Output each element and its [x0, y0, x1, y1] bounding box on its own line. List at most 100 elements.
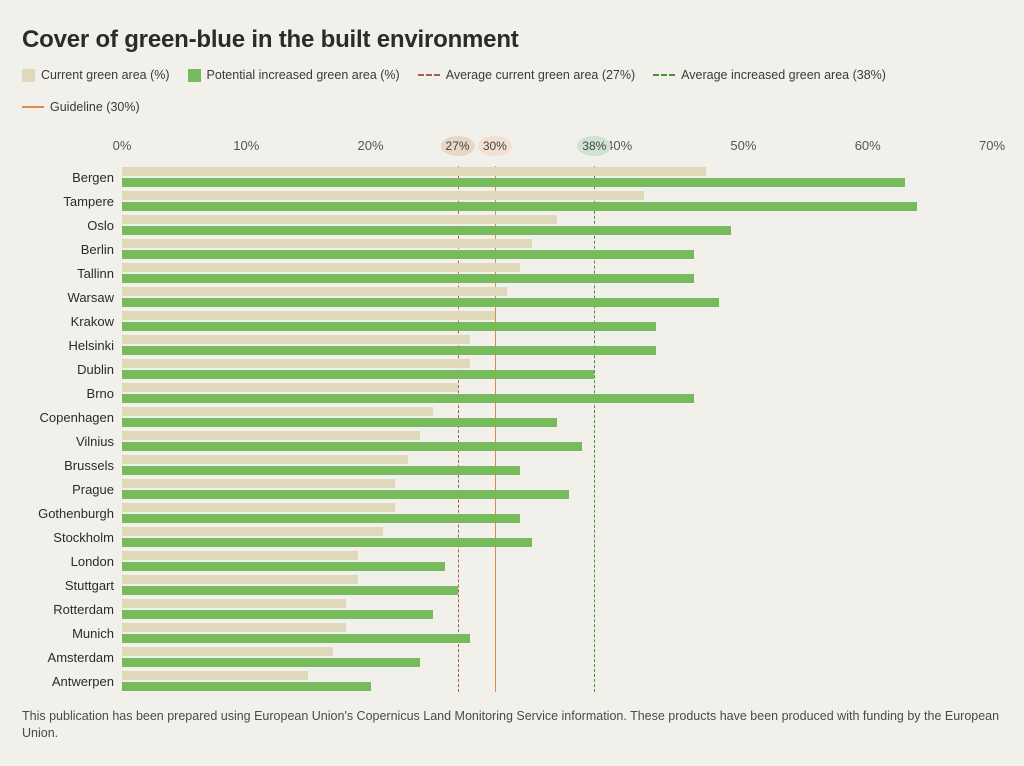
bars-cell — [122, 262, 1002, 284]
chart-container: Cover of green-blue in the built environ… — [0, 0, 1024, 766]
bars-cell — [122, 286, 1002, 308]
swatch-avg-current-line — [418, 74, 440, 76]
bar-current — [122, 527, 383, 536]
bars-cell — [122, 406, 1002, 428]
city-label: Brno — [22, 386, 122, 401]
x-tick-label: 0% — [113, 138, 132, 153]
city-label: Berlin — [22, 242, 122, 257]
bar-current — [122, 239, 532, 248]
chart-row: Vilnius — [22, 430, 1002, 452]
x-tick-label: 10% — [233, 138, 259, 153]
swatch-current — [22, 69, 35, 82]
bars-cell — [122, 622, 1002, 644]
chart-row: Warsaw — [22, 286, 1002, 308]
bar-potential — [122, 226, 731, 235]
bars-cell — [122, 214, 1002, 236]
bar-potential — [122, 298, 719, 307]
bars-cell — [122, 598, 1002, 620]
city-label: Tallinn — [22, 266, 122, 281]
city-label: Krakow — [22, 314, 122, 329]
chart-row: Berlin — [22, 238, 1002, 260]
chart-row: Stuttgart — [22, 574, 1002, 596]
bar-current — [122, 671, 308, 680]
swatch-avg-increased-line — [653, 74, 675, 76]
chart-row: Oslo — [22, 214, 1002, 236]
bar-current — [122, 287, 507, 296]
bars-cell — [122, 454, 1002, 476]
bars-cell — [122, 550, 1002, 572]
city-label: Vilnius — [22, 434, 122, 449]
bar-potential — [122, 322, 656, 331]
bars-cell — [122, 190, 1002, 212]
legend: Current green area (%) Potential increas… — [22, 68, 1002, 114]
chart-row: Stockholm — [22, 526, 1002, 548]
bar-potential — [122, 634, 470, 643]
bar-potential — [122, 514, 520, 523]
city-label: Rotterdam — [22, 602, 122, 617]
bars-cell — [122, 502, 1002, 524]
bars-cell — [122, 358, 1002, 380]
chart-row: Helsinki — [22, 334, 1002, 356]
bars-cell — [122, 574, 1002, 596]
chart-row: Bergen — [22, 166, 1002, 188]
bars-cell — [122, 670, 1002, 692]
legend-label-potential: Potential increased green area (%) — [207, 68, 400, 82]
bar-potential — [122, 250, 694, 259]
legend-item-potential: Potential increased green area (%) — [188, 68, 400, 82]
chart-row: Prague — [22, 478, 1002, 500]
reference-badge: 30% — [478, 136, 512, 156]
bar-potential — [122, 274, 694, 283]
bars-cell — [122, 238, 1002, 260]
legend-label-guideline: Guideline (30%) — [50, 100, 140, 114]
bar-current — [122, 167, 706, 176]
bars-cell — [122, 526, 1002, 548]
city-label: Warsaw — [22, 290, 122, 305]
chart-row: Brno — [22, 382, 1002, 404]
bar-potential — [122, 562, 445, 571]
bar-current — [122, 215, 557, 224]
bar-current — [122, 599, 346, 608]
chart-row: Dublin — [22, 358, 1002, 380]
city-label: Prague — [22, 482, 122, 497]
chart-row: Copenhagen — [22, 406, 1002, 428]
bar-current — [122, 359, 470, 368]
chart-row: Munich — [22, 622, 1002, 644]
city-label: Dublin — [22, 362, 122, 377]
chart-row: Brussels — [22, 454, 1002, 476]
x-axis: 0%10%20%30%40%50%60%70%27%30%38% — [22, 138, 1002, 160]
city-label: Bergen — [22, 170, 122, 185]
bar-potential — [122, 682, 371, 691]
bars-cell — [122, 334, 1002, 356]
bar-potential — [122, 658, 420, 667]
bar-potential — [122, 202, 917, 211]
city-label: Helsinki — [22, 338, 122, 353]
bars-cell — [122, 646, 1002, 668]
bar-potential — [122, 178, 905, 187]
legend-label-avg-increased: Average increased green area (38%) — [681, 68, 886, 82]
x-axis-plot: 0%10%20%30%40%50%60%70%27%30%38% — [122, 138, 992, 160]
bar-potential — [122, 346, 656, 355]
chart-row: Gothenburgh — [22, 502, 1002, 524]
bar-potential — [122, 610, 433, 619]
legend-label-avg-current: Average current green area (27%) — [446, 68, 635, 82]
chart-row: Tallinn — [22, 262, 1002, 284]
bar-current — [122, 311, 495, 320]
bars-cell — [122, 430, 1002, 452]
bar-current — [122, 455, 408, 464]
bar-current — [122, 503, 395, 512]
swatch-potential — [188, 69, 201, 82]
bar-current — [122, 575, 358, 584]
bar-potential — [122, 586, 458, 595]
bar-current — [122, 431, 420, 440]
legend-item-guideline: Guideline (30%) — [22, 100, 140, 114]
legend-item-current: Current green area (%) — [22, 68, 170, 82]
bar-potential — [122, 442, 582, 451]
legend-item-avg-current: Average current green area (27%) — [418, 68, 635, 82]
city-label: Brussels — [22, 458, 122, 473]
reference-badge: 27% — [441, 136, 475, 156]
legend-label-current: Current green area (%) — [41, 68, 170, 82]
bar-current — [122, 479, 395, 488]
chart-rows: BergenTampereOsloBerlinTallinnWarsawKrak… — [22, 166, 1002, 692]
bars-cell — [122, 310, 1002, 332]
bars-cell — [122, 478, 1002, 500]
